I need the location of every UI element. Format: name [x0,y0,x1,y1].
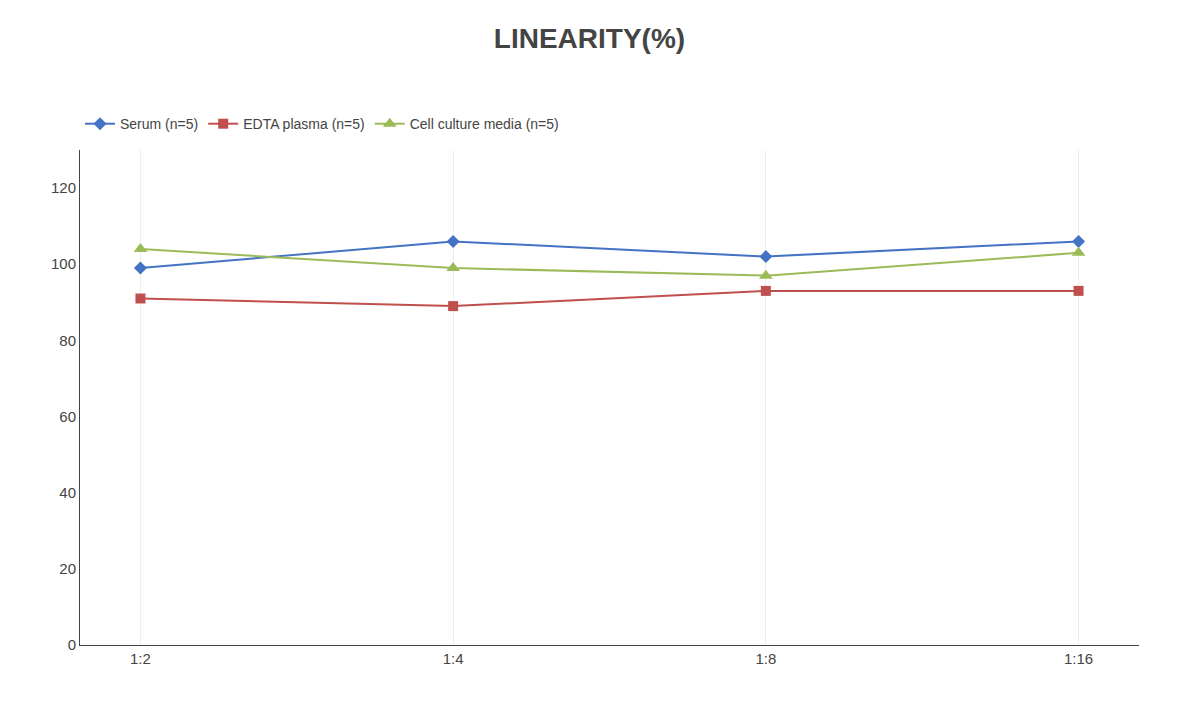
svg-text:LINEARITY(%): LINEARITY(%) [494,23,685,54]
svg-text:80: 80 [59,332,76,349]
svg-text:120: 120 [51,179,76,196]
svg-text:40: 40 [59,484,76,501]
svg-text:Serum (n=5): Serum (n=5) [120,116,198,132]
svg-text:EDTA plasma (n=5): EDTA plasma (n=5) [243,116,365,132]
svg-text:1:2: 1:2 [130,650,151,667]
svg-text:1:8: 1:8 [755,650,776,667]
svg-text:20: 20 [59,560,76,577]
svg-text:Cell culture media (n=5): Cell culture media (n=5) [410,116,559,132]
svg-text:60: 60 [59,408,76,425]
svg-text:1:4: 1:4 [443,650,464,667]
svg-text:100: 100 [51,255,76,272]
svg-text:1:16: 1:16 [1064,650,1093,667]
svg-text:0: 0 [68,636,76,653]
